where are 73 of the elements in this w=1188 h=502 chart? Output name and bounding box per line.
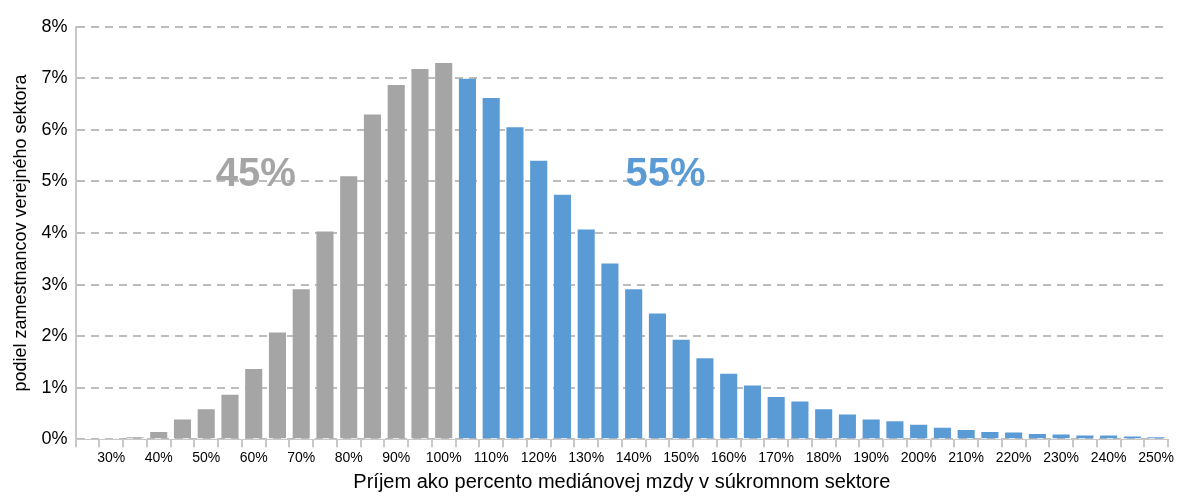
y-tick-label: 1% xyxy=(41,376,68,397)
bar xyxy=(933,427,951,439)
bar xyxy=(340,176,358,439)
x-tick-label: 100% xyxy=(425,449,462,466)
bar xyxy=(363,114,382,439)
bar xyxy=(625,289,643,439)
y-tick-label: 5% xyxy=(41,170,68,191)
x-tick-label: 70% xyxy=(287,449,316,466)
bar xyxy=(720,373,738,439)
bar xyxy=(411,69,429,439)
x-axis-title: Príjem ako percento mediánovej mzdy v súkromnom sektore xyxy=(353,469,891,492)
bar xyxy=(268,332,287,439)
y-tick-label: 6% xyxy=(41,118,68,139)
x-tick-label: 160% xyxy=(710,449,747,466)
bar xyxy=(530,160,548,439)
bar xyxy=(815,409,833,439)
bar xyxy=(173,419,192,439)
x-tick-label: 240% xyxy=(1090,449,1127,466)
bar xyxy=(838,414,856,439)
bar xyxy=(743,385,761,439)
x-tick-label: 140% xyxy=(615,449,652,466)
y-tick-label: 7% xyxy=(41,67,68,88)
x-tick-label: 30% xyxy=(97,449,126,466)
bar xyxy=(791,401,809,439)
x-tick-label: 150% xyxy=(663,449,700,466)
y-tick-label: 2% xyxy=(41,325,68,346)
x-tick-label: 170% xyxy=(758,449,795,466)
bar xyxy=(316,231,334,439)
x-tick-label: 190% xyxy=(853,449,890,466)
bar xyxy=(387,85,405,439)
x-tick-label: 130% xyxy=(568,449,605,466)
x-tick-label: 40% xyxy=(144,449,173,466)
y-tick-label: 4% xyxy=(41,221,68,242)
x-tick-label: 220% xyxy=(995,449,1032,466)
bar xyxy=(1028,434,1046,439)
bar xyxy=(601,263,619,439)
annotation: 55% xyxy=(625,150,706,195)
bar xyxy=(696,358,714,439)
bar xyxy=(672,339,690,439)
x-tick-label: 250% xyxy=(1138,449,1175,466)
x-tick-label: 230% xyxy=(1043,449,1080,466)
bar xyxy=(648,313,666,439)
bar xyxy=(221,394,239,439)
y-axis-title: podiel zamestnancov verejného sektora xyxy=(9,73,30,392)
x-tick-label: 90% xyxy=(382,449,411,466)
bar xyxy=(553,194,571,439)
y-tick-label: 0% xyxy=(41,428,68,449)
bar xyxy=(862,419,880,439)
x-tick-label: 180% xyxy=(805,449,842,466)
bar xyxy=(482,97,500,439)
x-tick-label: 80% xyxy=(334,449,363,466)
bar xyxy=(150,431,168,439)
bar xyxy=(1005,432,1023,439)
bar xyxy=(506,127,524,439)
bar xyxy=(435,62,453,439)
x-tick-label: 120% xyxy=(520,449,557,466)
bar xyxy=(767,396,785,439)
bar xyxy=(886,421,904,439)
y-tick-label: 3% xyxy=(41,273,68,294)
bar xyxy=(292,289,310,439)
bar xyxy=(577,229,595,439)
bar xyxy=(981,431,999,439)
bar xyxy=(458,78,476,439)
x-tick-label: 110% xyxy=(473,449,509,466)
y-tick-label: 8% xyxy=(41,15,68,36)
bar xyxy=(197,409,215,439)
bar xyxy=(245,369,263,439)
x-tick-label: 200% xyxy=(900,449,937,466)
x-tick-label: 60% xyxy=(239,449,268,466)
bar xyxy=(910,424,928,439)
bar xyxy=(957,429,975,439)
x-tick-label: 50% xyxy=(192,449,221,466)
x-tick-label: 210% xyxy=(948,449,985,466)
